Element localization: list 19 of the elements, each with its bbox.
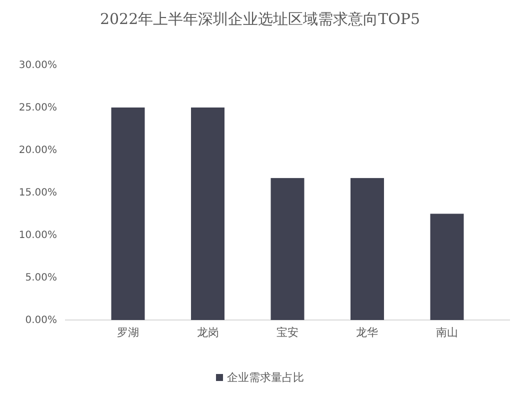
bar <box>430 214 464 320</box>
bar <box>350 178 384 320</box>
y-tick-label: 0.00% <box>25 315 57 326</box>
bar <box>191 108 224 320</box>
x-tick-label: 龙华 <box>356 326 378 339</box>
x-tick-label: 南山 <box>436 326 458 339</box>
y-tick-label: 15.00% <box>18 188 57 199</box>
chart-title: 2022年上半年深圳企业选址区域需求意向TOP5 <box>100 10 420 28</box>
x-tick-label: 罗湖 <box>117 326 139 339</box>
x-tick-label: 宝安 <box>276 326 298 339</box>
y-tick-label: 10.00% <box>18 230 57 242</box>
bar <box>111 108 145 320</box>
y-tick-label: 25.00% <box>18 102 57 114</box>
x-tick-label: 龙岗 <box>196 326 219 339</box>
bar <box>270 178 304 320</box>
y-tick-label: 5.00% <box>25 272 57 284</box>
y-tick-label: 30.00% <box>18 60 57 72</box>
legend-label: 企业需求量占比 <box>227 371 304 384</box>
y-tick-label: 20.00% <box>18 145 57 156</box>
